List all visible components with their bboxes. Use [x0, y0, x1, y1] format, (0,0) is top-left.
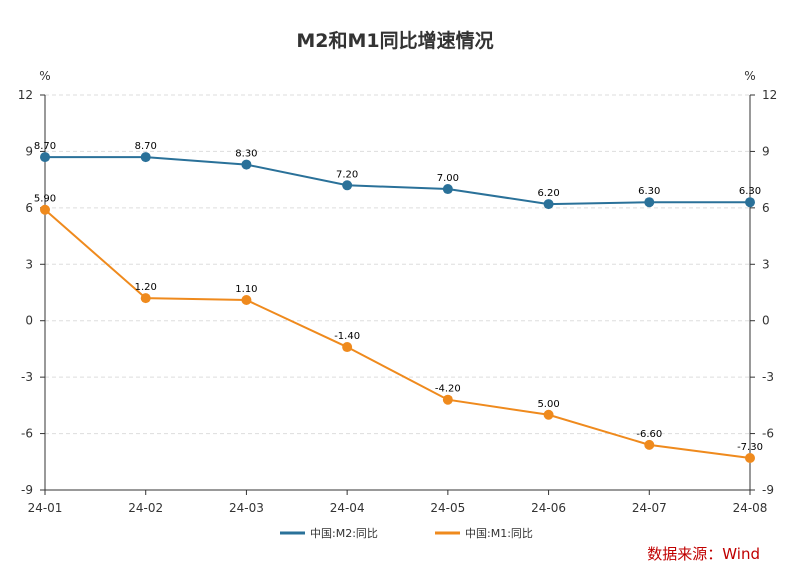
y-unit-left: %: [39, 69, 50, 83]
series-1-point: [442, 184, 453, 195]
series-2-data-label: -6.60: [636, 429, 662, 440]
series-1-point: [40, 152, 50, 163]
series-1-data-label: 8.70: [34, 141, 56, 152]
legend-label-1: 中国:M2:同比: [310, 527, 378, 540]
x-tick-label: 24-05: [430, 501, 465, 515]
series-1-data-label: 7.20: [336, 169, 358, 180]
series-2-point: [140, 293, 151, 304]
x-tick-label: 24-02: [128, 501, 163, 515]
y-tick-label-left: -9: [21, 483, 33, 497]
y-tick-label-right: -3: [762, 370, 774, 384]
y-tick-label-left: -6: [21, 427, 33, 441]
y-tick-label-left: 12: [18, 88, 33, 102]
series-1-data-label: 6.30: [638, 186, 660, 197]
source-note: 数据来源：Wind: [647, 545, 760, 563]
series-2-point: [40, 204, 50, 215]
y-tick-label-right: 9: [762, 144, 770, 158]
x-tick-label: 24-04: [330, 501, 365, 515]
series-2-data-label: 5.00: [537, 399, 559, 410]
series-line-2: [44, 208, 751, 460]
series-1-point: [140, 152, 151, 163]
y-tick-label-left: 6: [25, 201, 33, 215]
series-1-data-label: 7.00: [437, 173, 459, 184]
series-1-point: [745, 197, 755, 208]
series-1-data-label: 6.20: [537, 188, 559, 199]
x-tick-label: 24-06: [531, 501, 566, 515]
y-tick-label-right: -6: [762, 427, 774, 441]
y-tick-label-right: -9: [762, 483, 774, 497]
series-1-point: [342, 180, 353, 191]
y-tick-label-right: 12: [762, 88, 777, 102]
y-tick-label-left: 9: [25, 144, 33, 158]
series-2-point: [644, 439, 655, 450]
series-1-point: [241, 159, 252, 170]
series-2-data-label: -4.20: [435, 384, 461, 395]
series-2-point: [543, 409, 554, 420]
y-tick-label-left: 3: [25, 257, 33, 271]
series-1-data-label: 8.70: [135, 141, 157, 152]
x-tick-label: 24-03: [229, 501, 264, 515]
series-2-point: [442, 394, 453, 405]
chart-title: M2和M1同比增速情况: [296, 30, 494, 52]
series-1-data-label: 6.30: [739, 186, 761, 197]
x-tick-label: 24-08: [733, 501, 768, 515]
series-2-data-label: 5.90: [34, 194, 56, 205]
series-1-data-label: 8.30: [235, 149, 257, 160]
y-tick-label-left: 0: [25, 314, 33, 328]
series-2-data-label: -7.30: [737, 442, 763, 453]
y-tick-label-left: -3: [21, 370, 33, 384]
y-unit-right: %: [744, 69, 755, 83]
series-2-data-label: 1.10: [235, 284, 257, 295]
y-tick-label-right: 3: [762, 257, 770, 271]
y-tick-label-right: 6: [762, 201, 770, 215]
series-2-point: [745, 453, 755, 464]
y-tick-label-right: 0: [762, 314, 770, 328]
legend-label-2: 中国:M1:同比: [465, 527, 533, 540]
series-2-point: [342, 342, 353, 353]
series-2-data-label: 1.20: [135, 282, 157, 293]
series-line-1: [45, 156, 750, 206]
x-tick-label: 24-01: [28, 501, 63, 515]
series-1-point: [644, 197, 655, 208]
series-2-data-label: -1.40: [334, 331, 360, 342]
series-1-point: [543, 199, 554, 210]
series-2-point: [241, 295, 252, 306]
x-tick-label: 24-07: [632, 501, 667, 515]
